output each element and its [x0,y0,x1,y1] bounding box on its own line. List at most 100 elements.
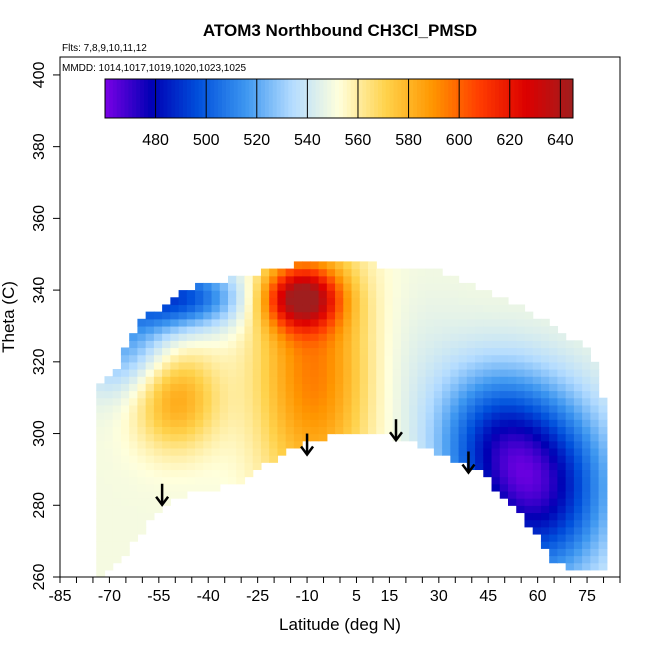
heatmap-cell [170,397,180,406]
heatmap-cell [129,490,139,499]
heatmap-cell [195,333,204,341]
heatmap-cell [137,512,147,521]
heatmap-cell [310,282,320,291]
heatmap-cell [573,397,583,406]
heatmap-cell [458,325,468,334]
heatmap-cell [269,311,279,320]
heatmap-cell [236,333,246,341]
heatmap-cell [318,268,328,277]
heatmap-cell [557,347,567,356]
heatmap-cell [162,490,171,499]
heatmap-cell [532,354,542,363]
heatmap-cell [491,340,501,349]
heatmap-cell [573,440,583,449]
heatmap-cell [582,512,591,521]
heatmap-cell [112,548,122,557]
heatmap-cell [195,462,204,471]
heatmap-cell [384,275,394,284]
heatmap-cell [244,282,254,291]
heatmap-cell [302,376,311,384]
heatmap-cell [368,268,377,277]
heatmap-cell [598,462,608,471]
heatmap-cell [384,304,394,313]
heatmap-cell [598,548,608,557]
heatmap-cell [417,426,427,435]
heatmap-cell [120,526,130,535]
colorbar-swatch [264,79,270,118]
heatmap-cell [137,483,147,492]
heatmap-cell [326,282,336,291]
heatmap-cell [565,340,575,349]
heatmap-cell [582,354,591,363]
heatmap-cell [112,426,122,435]
heatmap-cell [153,476,163,485]
heatmap-cell [269,390,279,399]
colorbar-swatch [502,79,508,118]
x-axis-label: Latitude (deg N) [279,615,401,634]
heatmap-cell [400,383,410,392]
heatmap-cell [532,333,542,341]
heatmap-cell [417,390,427,399]
heatmap-cell [112,404,122,413]
heatmap-cell [499,311,509,320]
heatmap-cell [466,426,476,435]
colorbar-swatch [405,79,410,118]
heatmap-cell [499,404,509,413]
heatmap-cell [195,311,204,320]
heatmap-cell [557,447,567,456]
heatmap-cell [112,440,122,449]
colorbar-swatch [124,79,129,118]
heatmap-cell [384,390,394,399]
heatmap-cell [318,340,328,349]
heatmap-cell [359,340,369,349]
heatmap-cell [516,483,526,492]
heatmap-cell [277,419,287,427]
heatmap-cell [351,275,361,284]
heatmap-cell [186,318,196,327]
heatmap-cell [483,340,493,349]
heatmap-cell [442,275,451,284]
heatmap-cell [137,390,147,399]
heatmap-cell [137,376,147,384]
heatmap-cell [532,498,542,506]
heatmap-cell [532,483,542,492]
heatmap-cell [203,340,213,349]
colorbar-swatch [401,79,406,118]
heatmap-cell [318,275,328,284]
heatmap-cell [244,412,254,420]
heatmap-cell [392,383,402,392]
heatmap-cell [524,361,534,370]
heatmap-cell [540,512,550,521]
heatmap-cell [557,440,567,449]
heatmap-cell [260,455,270,463]
heatmap-cell [598,404,608,413]
heatmap-cell [277,426,287,435]
heatmap-cell [162,419,171,427]
colorbar-swatch [339,79,344,118]
heatmap-cell [450,397,460,406]
heatmap-cell [573,369,583,377]
heatmap-cell [516,333,526,341]
heatmap-cell [409,304,419,313]
heatmap-cell [491,354,501,363]
heatmap-cell [96,483,106,492]
heatmap-cell [219,297,229,306]
heatmap-cell [359,354,369,363]
heatmap-cell [351,376,361,384]
heatmap-cell [162,469,171,478]
y-tick-label: 360 [31,205,48,232]
heatmap-cell [532,490,542,499]
heatmap-cell [508,340,517,349]
heatmap-cell [343,419,353,427]
heatmap-cell [244,369,254,377]
colorbar-swatch [214,79,219,118]
heatmap-cell [475,354,484,363]
heatmap-cell [104,562,114,571]
heatmap-cell [162,397,171,406]
heatmap-cell [557,369,567,377]
colorbar-swatch [350,79,356,118]
heatmap-cell [170,304,180,313]
heatmap-cell [532,340,542,349]
heatmap-cell [137,318,147,327]
